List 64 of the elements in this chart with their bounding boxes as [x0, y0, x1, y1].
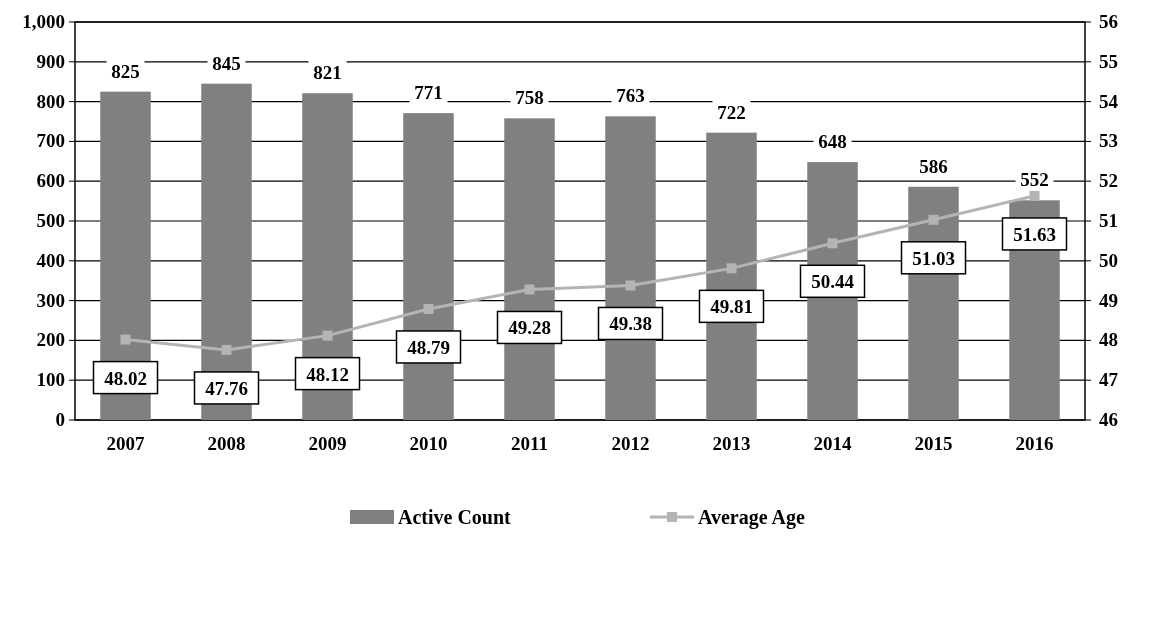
x-tick-label: 2011	[511, 433, 548, 454]
point	[423, 303, 434, 314]
x-tick-label: 2012	[611, 433, 650, 454]
x-tick-label: 2010	[409, 433, 448, 454]
point	[827, 238, 838, 249]
point	[726, 263, 737, 274]
data-label: 586	[919, 155, 948, 177]
data-label: 845	[212, 52, 241, 74]
y-tick-label: 200	[36, 329, 65, 351]
data-label: 51.03	[912, 247, 955, 269]
data-label: 49.28	[508, 317, 551, 339]
legend-label: Average Age	[698, 506, 805, 529]
y2-tick-label: 46	[1099, 409, 1118, 430]
y-tick-label: 700	[36, 130, 65, 152]
data-label: 49.81	[710, 296, 753, 318]
y2-tick-label: 53	[1099, 130, 1118, 152]
y-tick-label: 400	[36, 249, 65, 271]
data-label: 47.76	[205, 377, 248, 399]
y2-tick-label: 47	[1099, 369, 1119, 391]
point	[928, 214, 939, 225]
data-label: 49.38	[609, 313, 652, 335]
data-label: 722	[717, 101, 746, 123]
data-label: 771	[414, 82, 443, 104]
data-label: 648	[818, 131, 847, 153]
y2-tick-label: 56	[1099, 11, 1118, 32]
point	[1029, 190, 1040, 201]
y-tick-label: 100	[36, 369, 65, 391]
y2-tick-label: 52	[1099, 170, 1118, 192]
y-tick-label: 0	[55, 409, 65, 430]
x-tick-label: 2014	[813, 433, 852, 454]
x-tick-label: 2009	[308, 433, 347, 454]
data-label: 758	[515, 87, 544, 109]
x-tick-label: 2015	[914, 433, 953, 454]
data-label: 552	[1020, 169, 1049, 191]
legend-label: Active Count	[398, 506, 512, 528]
data-label: 48.12	[306, 363, 349, 385]
y2-tick-label: 55	[1099, 50, 1118, 72]
y-tick-label: 500	[36, 210, 65, 231]
point	[625, 280, 636, 291]
point	[524, 284, 535, 295]
data-label: 821	[313, 62, 342, 84]
x-tick-label: 2007	[106, 433, 145, 454]
y-tick-label: 800	[36, 90, 65, 112]
x-tick-label: 2008	[207, 433, 246, 454]
y2-tick-label: 49	[1099, 289, 1118, 311]
data-label: 48.02	[104, 367, 147, 389]
y2-tick-label: 50	[1099, 249, 1118, 271]
data-label: 48.79	[407, 336, 450, 358]
x-tick-label: 2013	[712, 433, 751, 454]
y-tick-label: 1,000	[22, 11, 65, 32]
y-tick-label: 300	[36, 289, 65, 311]
y-tick-label: 600	[36, 170, 65, 192]
y2-tick-label: 51	[1099, 210, 1118, 231]
y2-tick-label: 54	[1099, 90, 1119, 112]
point	[120, 334, 131, 345]
x-tick-label: 2016	[1015, 433, 1054, 454]
data-label: 763	[616, 85, 645, 107]
y2-tick-label: 48	[1099, 329, 1118, 351]
point	[322, 330, 333, 341]
data-label: 51.63	[1013, 223, 1056, 245]
data-label: 50.44	[811, 271, 855, 293]
point	[221, 344, 232, 355]
y-tick-label: 900	[36, 50, 65, 72]
data-label: 825	[111, 60, 140, 82]
